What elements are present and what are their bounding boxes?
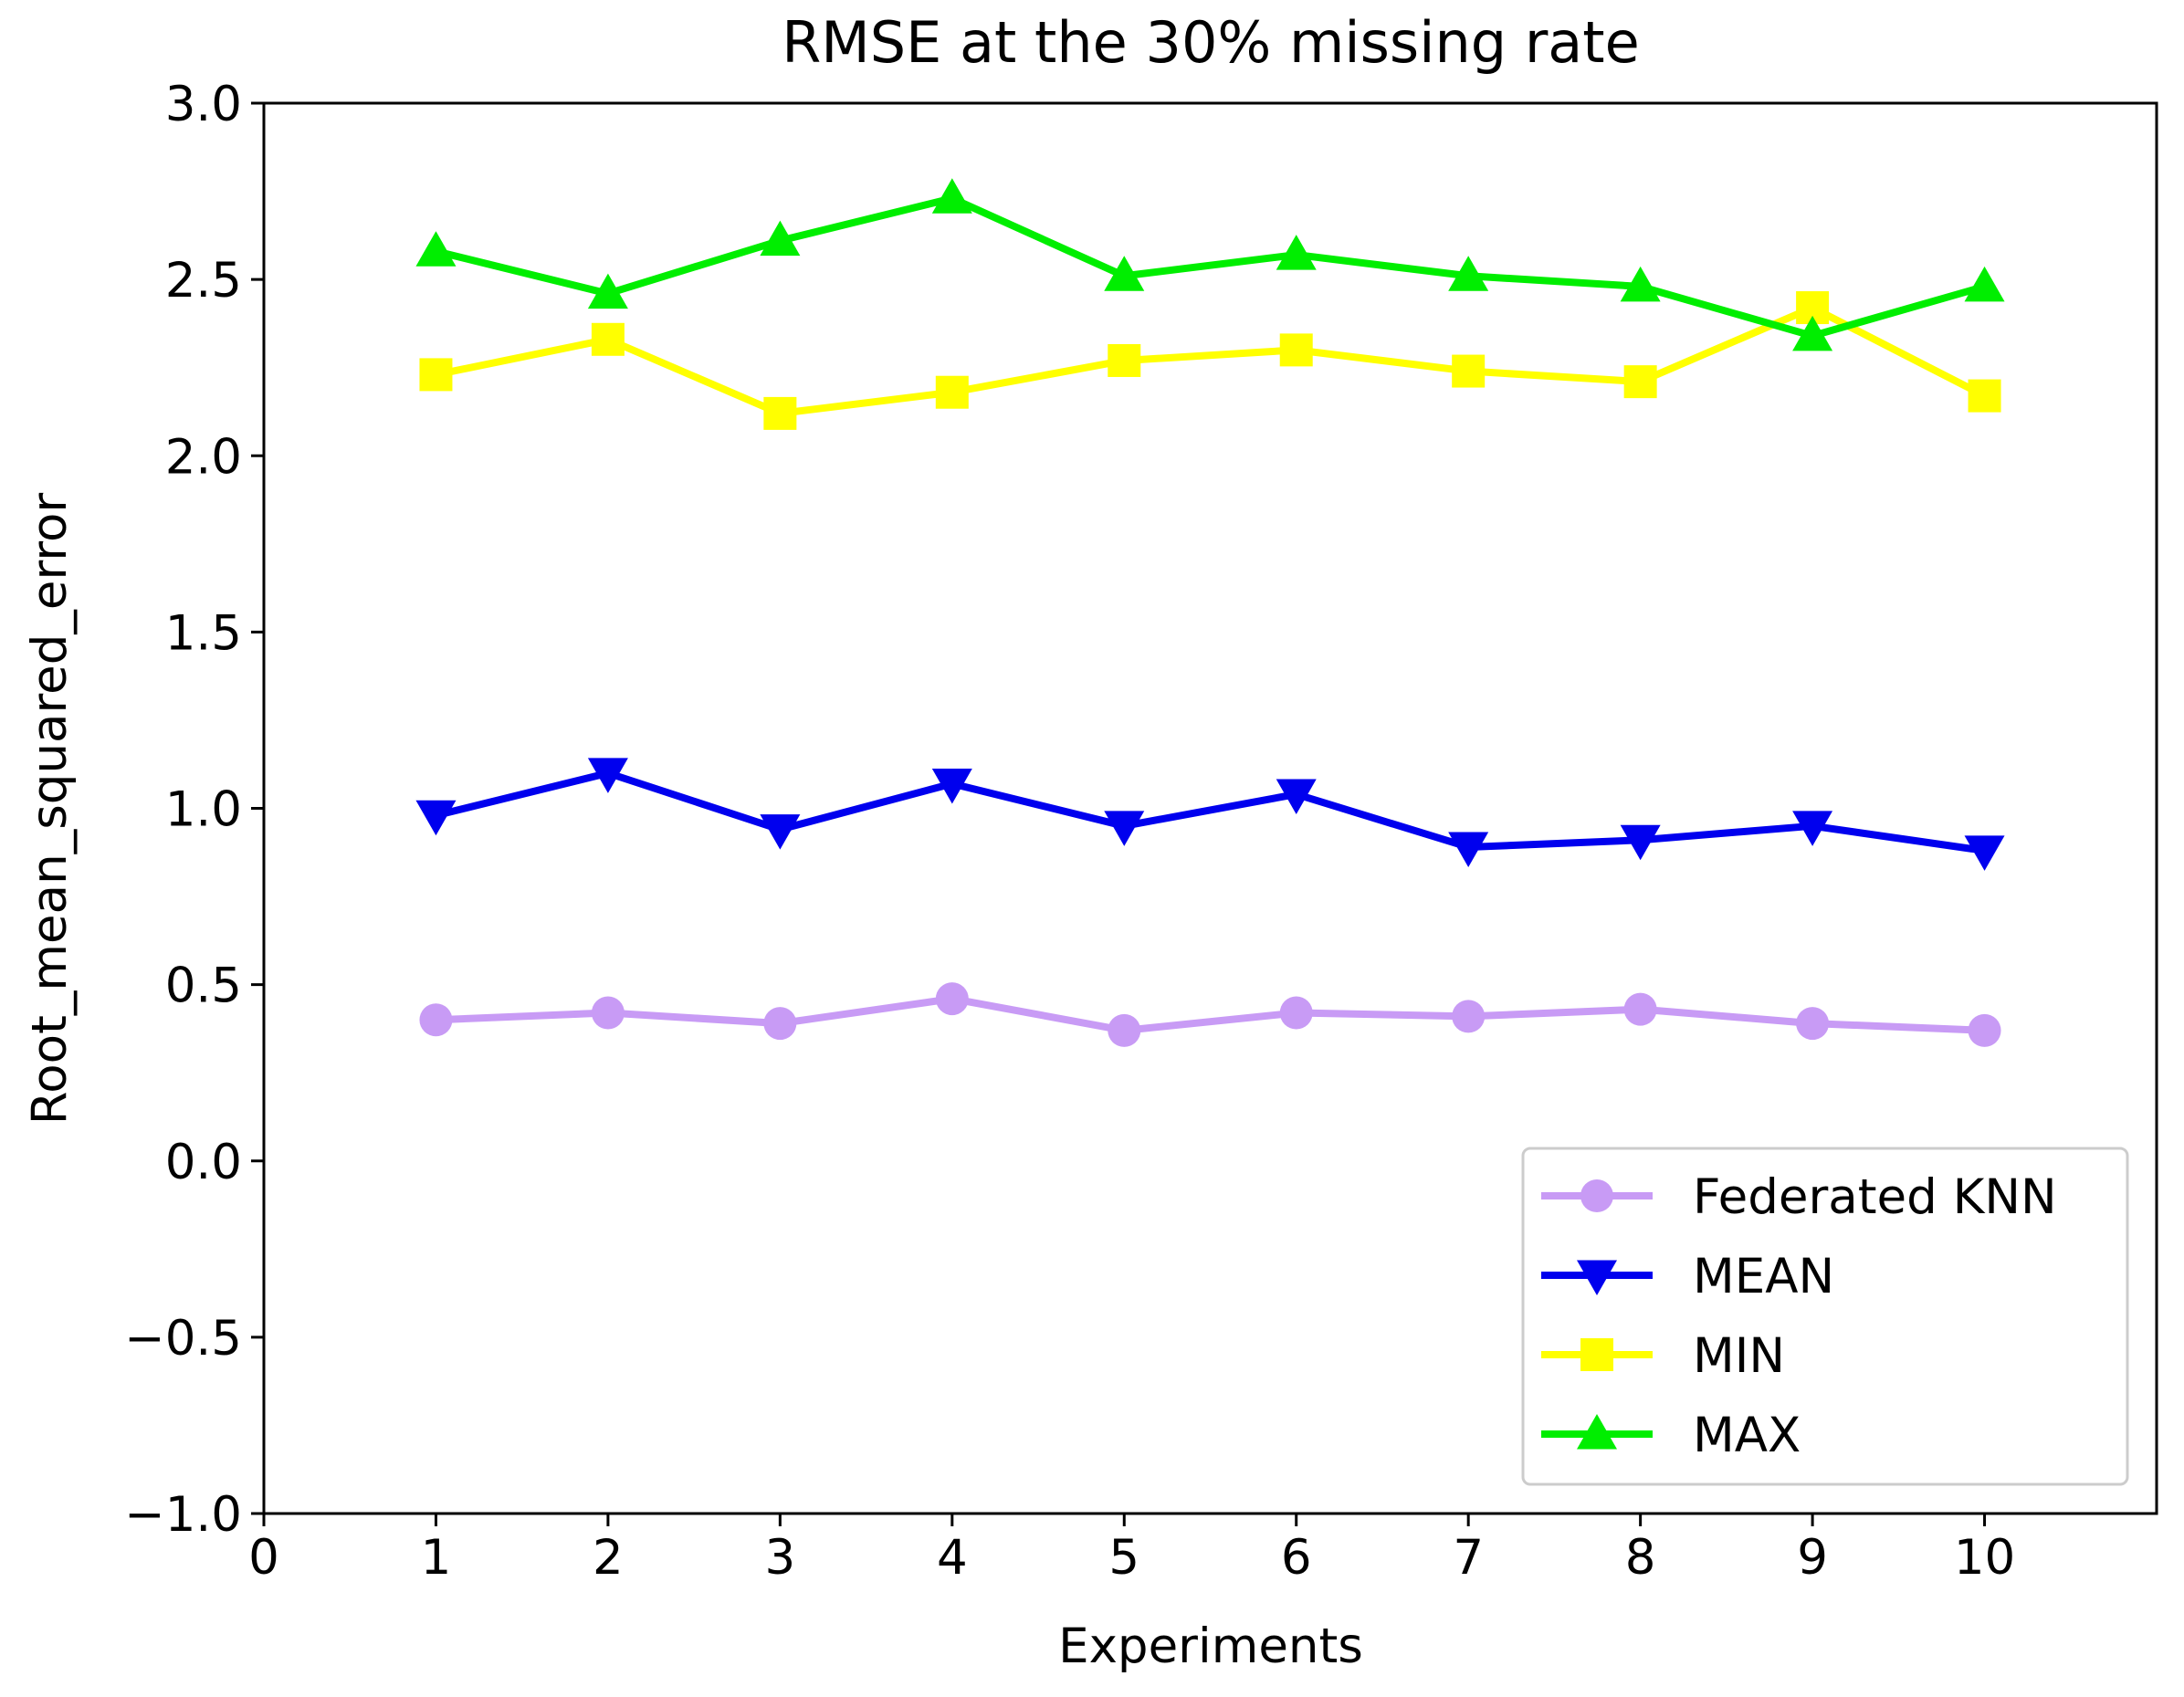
y-axis-ticks: −1.0 −0.5 0.0 0.5 1.0 1.5 2.0 2.5 3.0 (124, 77, 264, 1543)
y-tick-label: −0.5 (124, 1311, 242, 1367)
data-point (591, 996, 625, 1030)
series-federated-knn (419, 982, 2001, 1047)
data-point (587, 273, 628, 309)
data-point (1792, 811, 1833, 846)
x-tick-label: 6 (1281, 1530, 1312, 1586)
series-line (436, 995, 1985, 1034)
x-tick-label: 8 (1625, 1530, 1656, 1586)
data-point (763, 396, 797, 430)
series-max (415, 178, 2005, 351)
data-point (415, 231, 457, 267)
legend-entry: MEAN (1541, 1249, 1834, 1304)
data-point (1104, 256, 1145, 291)
data-point (1276, 235, 1317, 270)
series-line (435, 769, 1986, 854)
data-point (1108, 343, 1141, 377)
y-tick-label: 1.5 (165, 605, 242, 661)
x-tick-label: 5 (1108, 1530, 1139, 1586)
series-line (435, 304, 1987, 417)
data-point (587, 758, 628, 793)
legend-marker (1580, 1338, 1613, 1371)
legend-marker (1577, 1260, 1617, 1295)
x-tick-label: 1 (421, 1530, 452, 1586)
data-point (1279, 333, 1313, 367)
legend-label: MIN (1693, 1328, 1785, 1384)
x-tick-label: 9 (1797, 1530, 1828, 1586)
data-point (1620, 266, 1661, 302)
data-point (1104, 811, 1145, 846)
y-tick-label: 0.5 (165, 958, 242, 1014)
legend-label: Federated KNN (1693, 1169, 2057, 1225)
legend-entry: Federated KNN (1541, 1169, 2057, 1225)
series-min (419, 291, 2001, 430)
y-tick-label: −1.0 (124, 1487, 242, 1543)
data-point (931, 178, 972, 214)
data-point (760, 220, 801, 257)
data-point (763, 1007, 797, 1041)
data-point (591, 322, 625, 356)
data-point (1452, 1000, 1486, 1033)
data-point (1623, 365, 1657, 399)
data-point (1968, 1013, 2001, 1047)
data-point (1448, 256, 1489, 291)
legend: Federated KNN MEAN MIN MAX (1521, 1147, 2129, 1486)
chart-title: RMSE at the 30% missing rate (782, 9, 1640, 76)
data-point (931, 768, 972, 804)
data-point (1276, 779, 1317, 815)
data-point (1623, 992, 1657, 1026)
legend-entry: MAX (1541, 1408, 1801, 1463)
x-tick-label: 10 (1954, 1530, 2015, 1586)
plot-frame (262, 101, 2158, 1515)
data-point (1964, 835, 2005, 871)
x-axis-label: Experiments (1058, 1618, 1363, 1674)
y-tick-label: 0.0 (165, 1135, 242, 1190)
y-tick-label: 1.0 (165, 782, 242, 838)
data-point (1968, 379, 2001, 413)
data-point (935, 982, 969, 1016)
x-tick-label: 2 (593, 1530, 624, 1586)
data-point (760, 814, 801, 850)
data-point (1792, 315, 1833, 351)
legend-entry: MIN (1541, 1328, 1785, 1384)
legend-marker (1577, 1414, 1617, 1450)
y-tick-label: 3.0 (165, 77, 242, 132)
data-point (1964, 266, 2005, 302)
legend-label: MAX (1693, 1408, 1801, 1463)
data-point (419, 358, 453, 392)
data-point (419, 1003, 453, 1037)
y-tick-label: 2.5 (165, 253, 242, 309)
series-mean (415, 758, 2005, 871)
x-axis-ticks: 0 1 2 3 4 5 6 7 8 9 10 (248, 1514, 2015, 1586)
data-point (1620, 824, 1661, 861)
series-line (435, 194, 1986, 340)
data-point (1796, 1007, 1830, 1041)
data-point (935, 375, 969, 409)
legend-label: MEAN (1693, 1249, 1834, 1304)
data-point (1452, 354, 1486, 388)
y-axis-label: Root_mean_squared_error (22, 493, 78, 1126)
data-point (1279, 996, 1313, 1030)
legend-marker (1580, 1179, 1613, 1212)
x-tick-label: 0 (248, 1530, 279, 1586)
plot-series (415, 178, 2005, 1047)
y-tick-label: 2.0 (165, 429, 242, 485)
x-tick-label: 7 (1453, 1530, 1484, 1586)
data-point (415, 800, 457, 836)
x-tick-label: 4 (937, 1530, 968, 1586)
legend-frame (1521, 1147, 2129, 1486)
data-point (1448, 832, 1489, 867)
x-tick-label: 3 (764, 1530, 795, 1586)
data-point (1108, 1013, 1141, 1047)
